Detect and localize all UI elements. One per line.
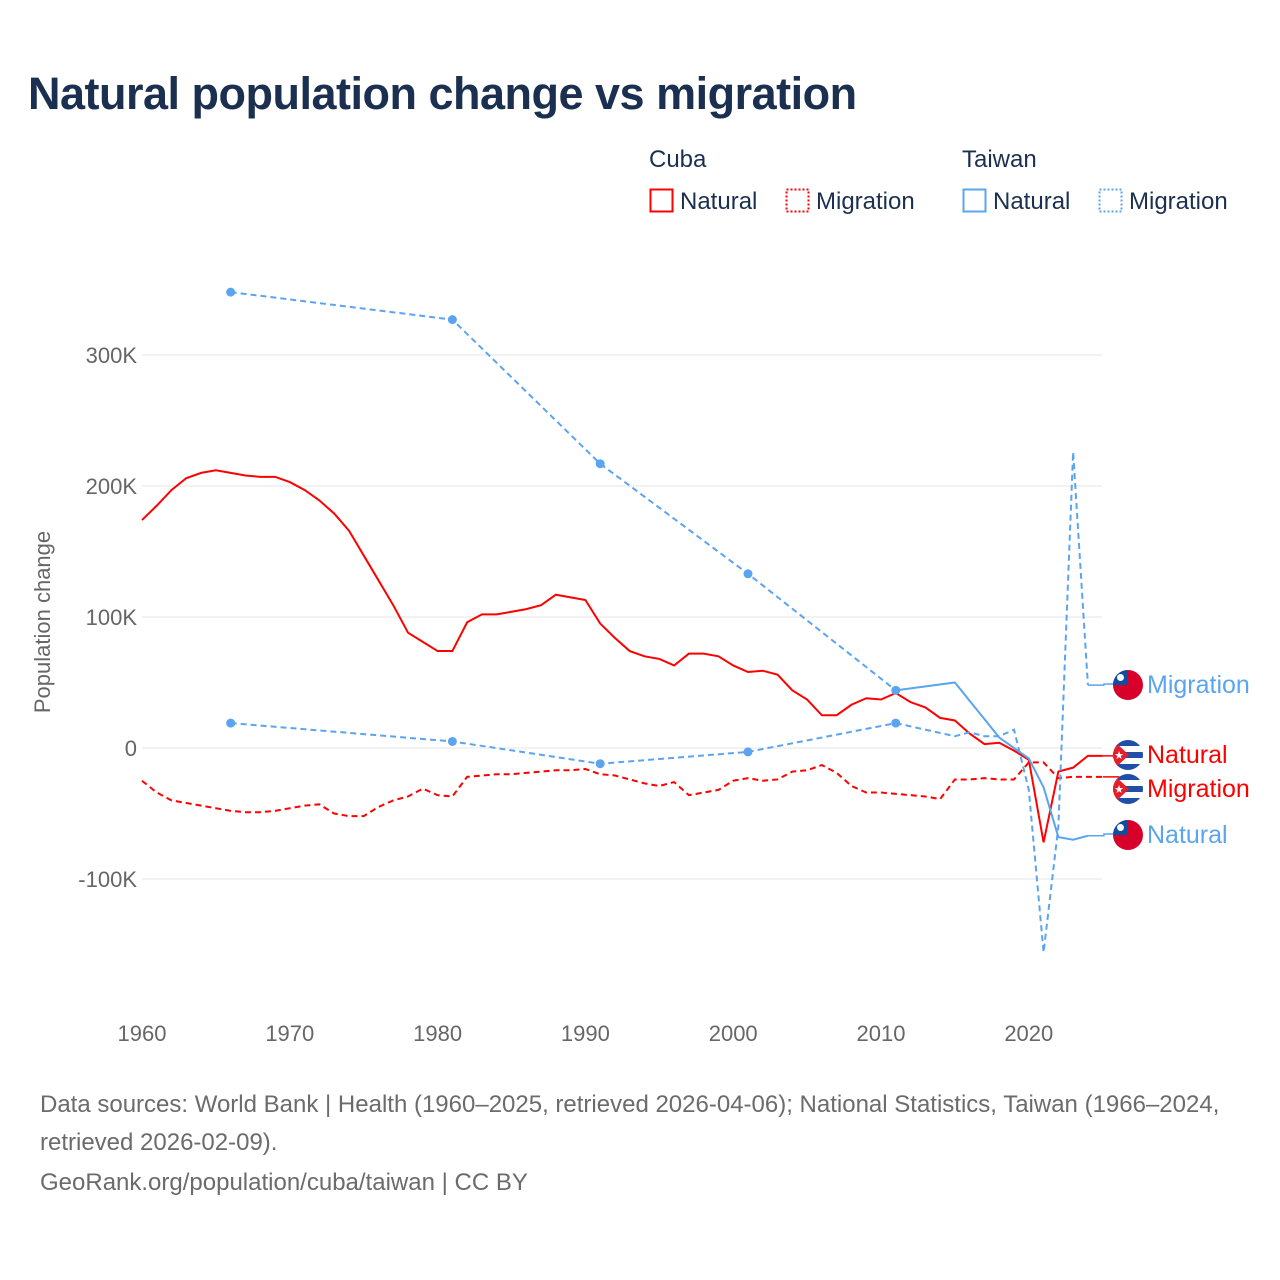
x-tick-label: 2010: [857, 1021, 906, 1046]
legend-group-taiwan: Taiwan: [962, 146, 1037, 173]
data-point: [226, 287, 236, 297]
data-point: [447, 736, 457, 746]
data-point: [891, 685, 901, 695]
y-tick-label: -100K: [78, 867, 137, 892]
data-point: [743, 747, 753, 757]
legend-item-cuba-natural[interactable]: Natural: [680, 188, 757, 215]
data-point: [226, 718, 236, 728]
line-taiwan-natural: [895, 681, 1089, 841]
series-cuba-migration: [141, 761, 1103, 818]
end-labels: Migration ★ Natural ★ Migration Natural: [1087, 670, 1250, 850]
svg-text:★: ★: [1114, 749, 1124, 762]
taiwan-flag-icon: [1113, 820, 1143, 850]
chart: Cuba Natural Migration Taiwan Natural Migrati…: [30, 146, 1250, 1046]
data-sources: Data sources: World Bank | Health (1960–…: [40, 1091, 1220, 1156]
gridlines: [142, 354, 1102, 880]
data-point: [447, 315, 457, 325]
line-cuba-migration: [141, 761, 1103, 818]
y-axis-title: Population change: [30, 531, 55, 713]
legend-swatch-migration[interactable]: [785, 188, 810, 213]
data-point: [743, 569, 753, 579]
line-taiwan-natural-sparse: [230, 291, 897, 692]
legend-group-cuba: Cuba: [649, 146, 707, 173]
legend-item-taiwan-natural[interactable]: Natural: [993, 188, 1070, 215]
end-label-taiwan-natural: Natural: [1087, 820, 1228, 850]
end-label-text: Natural: [1147, 741, 1228, 769]
legend-swatch-natural[interactable]: [649, 188, 674, 213]
x-tick-label: 1970: [265, 1021, 314, 1046]
legend: Cuba Natural Migration Taiwan Natural Migrati…: [649, 146, 1228, 215]
svg-text:★: ★: [1114, 783, 1124, 796]
legend-swatch-migration[interactable]: [1098, 188, 1123, 213]
x-tick-label: 1980: [413, 1021, 462, 1046]
label-connector: [1087, 683, 1113, 686]
label-connector: [1087, 833, 1113, 837]
x-tick-label: 1960: [118, 1021, 167, 1046]
legend-item-cuba-migration[interactable]: Migration: [816, 188, 915, 215]
line-taiwan-migration: [895, 451, 1089, 953]
line-cuba-natural: [141, 469, 1103, 843]
cuba-flag-icon: ★: [1113, 774, 1143, 804]
legend-swatch-natural[interactable]: [962, 188, 987, 213]
chart-title: Natural population change vs migration: [28, 68, 857, 119]
axes: 300K 200K 100K 0 -100K 1960 1970 1980 1990 2000 20…: [30, 343, 1053, 1046]
legend-item-taiwan-migration[interactable]: Migration: [1129, 188, 1228, 215]
series-taiwan-migration: [226, 451, 1089, 953]
data-point: [595, 759, 605, 769]
series-taiwan-natural: [226, 287, 1089, 841]
y-tick-label: 300K: [86, 343, 138, 368]
end-label-text: Migration: [1147, 671, 1250, 699]
x-tick-label: 2020: [1004, 1021, 1053, 1046]
y-tick-label: 100K: [86, 605, 138, 630]
data-point: [595, 459, 605, 469]
end-label-text: Migration: [1147, 775, 1250, 803]
x-tick-label: 1990: [561, 1021, 610, 1046]
end-label-cuba-migration: ★ Migration: [1102, 774, 1250, 804]
line-taiwan-migration-sparse: [230, 722, 896, 765]
series-cuba-natural: [141, 469, 1103, 843]
y-tick-label: 200K: [86, 474, 138, 499]
y-tick-label: 0: [125, 736, 137, 761]
series-lines: [141, 287, 1103, 953]
credit-link[interactable]: GeoRank.org/population/cuba/taiwan | CC …: [40, 1169, 528, 1196]
end-label-taiwan-migration: Migration: [1087, 670, 1250, 700]
data-point: [891, 718, 901, 728]
end-label-cuba-natural: ★ Natural: [1102, 740, 1228, 770]
cuba-flag-icon: ★: [1113, 740, 1143, 770]
end-label-text: Natural: [1147, 821, 1228, 849]
taiwan-flag-icon: [1113, 670, 1143, 700]
x-tick-label: 2000: [709, 1021, 758, 1046]
